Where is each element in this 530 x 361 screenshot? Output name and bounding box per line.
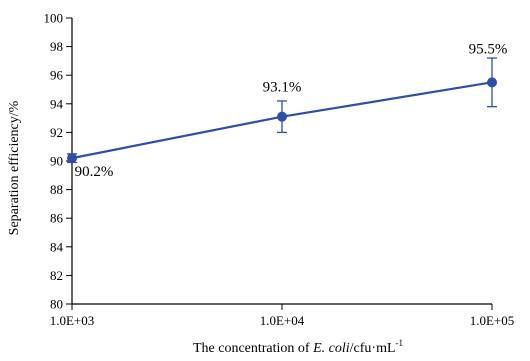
y-tick-label: 80: [50, 297, 63, 312]
data-point: [487, 77, 497, 88]
series-layer: [67, 57, 497, 164]
y-tick-label: 82: [50, 268, 63, 283]
y-tick-label: 84: [50, 239, 64, 254]
x-tick-label: 1.0E+04: [260, 313, 305, 328]
axes: [71, 18, 492, 305]
x-tick-label: 1.0E+05: [470, 313, 515, 328]
y-axis-ticks: 80 82 84 86 88 90 92 94 96 98 100: [44, 11, 72, 312]
data-labels: 90.2% 93.1% 95.5%: [75, 41, 508, 180]
data-label: 93.1%: [263, 80, 302, 96]
y-tick-label: 98: [50, 39, 63, 54]
y-tick-label: 96: [50, 68, 64, 83]
data-point: [67, 153, 77, 164]
y-tick-label: 88: [50, 182, 63, 197]
y-tick-label: 86: [50, 211, 64, 226]
y-tick-label: 94: [50, 96, 64, 111]
x-tick-label: 1.0E+03: [50, 313, 95, 328]
data-label: 95.5%: [469, 41, 508, 57]
y-tick-label: 100: [44, 11, 64, 26]
y-tick-label: 90: [50, 154, 63, 169]
x-axis-title-prefix: The concentration of: [193, 341, 313, 356]
data-point: [277, 111, 287, 122]
x-axis-ticks: 1.0E+03 1.0E+04 1.0E+05: [50, 304, 515, 328]
y-tick-label: 92: [50, 125, 63, 140]
y-axis-title: Separation efficiency/%: [7, 100, 22, 235]
x-axis-title-superscript: -1: [396, 338, 404, 348]
x-axis-title-italic: E. coli: [312, 341, 350, 356]
x-axis-title-suffix: /cfu·mL: [350, 341, 396, 356]
data-label: 90.2%: [75, 164, 114, 180]
x-axis-title: The concentration of E. coli/cfu·mL-1: [193, 338, 403, 356]
